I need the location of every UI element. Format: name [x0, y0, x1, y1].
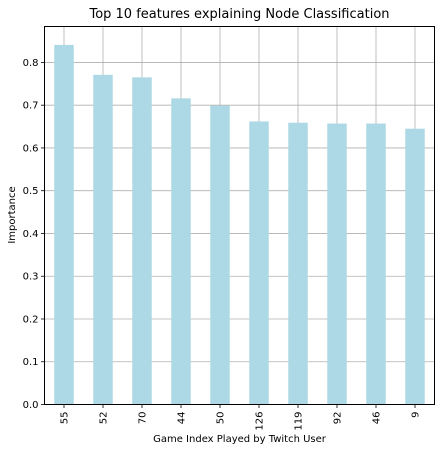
x-tick-label: 52 — [99, 412, 110, 425]
bar-52 — [93, 74, 113, 405]
x-axis-label: Game Index Played by Twitch User — [153, 434, 327, 445]
x-tick-label: 44 — [177, 412, 188, 425]
bar-119 — [288, 122, 308, 405]
y-tick-label: 0.2 — [23, 314, 39, 325]
bar-55 — [54, 44, 74, 405]
x-tick-label: 46 — [372, 412, 383, 425]
bar-50 — [210, 105, 230, 405]
chart-title: Top 10 features explaining Node Classifi… — [88, 7, 389, 22]
x-tick-label: 126 — [255, 412, 266, 431]
y-tick-label: 0.1 — [23, 357, 39, 368]
x-tick-label: 50 — [216, 412, 227, 425]
bar-44 — [171, 98, 191, 405]
y-tick-label: 0.6 — [23, 143, 39, 154]
plot-frame — [44, 26, 435, 405]
x-tick-label: 119 — [294, 412, 305, 431]
bar-92 — [327, 123, 347, 405]
x-tick-label: 55 — [60, 412, 71, 425]
x-tick-label: 92 — [333, 412, 344, 425]
x-tick-label: 9 — [411, 412, 422, 418]
y-tick-label: 0.7 — [23, 101, 39, 112]
x-axis-ticks: 55 52 70 44 50 126 119 92 46 9 — [60, 404, 422, 431]
bars — [54, 44, 425, 405]
y-axis-ticks: 0.0 0.1 0.2 0.3 0.4 0.5 0.6 0.7 0.8 — [23, 58, 45, 411]
x-tick-label: 70 — [138, 412, 149, 425]
bar-126 — [249, 121, 269, 405]
y-tick-label: 0.0 — [23, 400, 39, 411]
bar-9 — [405, 128, 425, 405]
y-tick-label: 0.8 — [23, 58, 39, 69]
bar-46 — [366, 123, 386, 405]
y-axis-label: Importance — [7, 186, 18, 243]
y-tick-label: 0.5 — [23, 186, 39, 197]
bar-70 — [132, 77, 152, 405]
y-tick-label: 0.4 — [23, 229, 39, 240]
y-tick-label: 0.3 — [23, 272, 39, 283]
